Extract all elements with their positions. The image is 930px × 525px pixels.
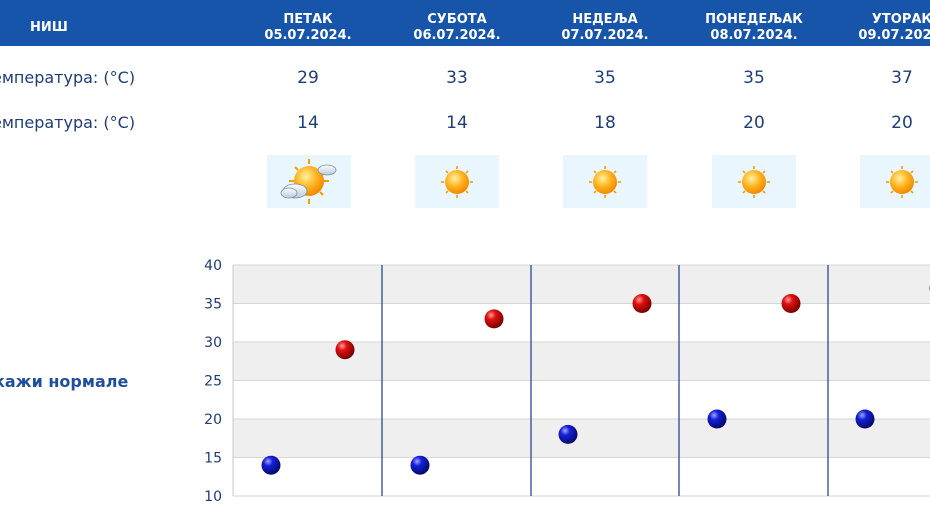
day-date: 07.07.2024. [561, 28, 649, 43]
sun-icon [860, 155, 930, 208]
min-temp-value: 14 [297, 113, 319, 133]
city-name: НИШ [30, 20, 68, 35]
sun-icon [712, 155, 796, 208]
show-normals-link[interactable]: кажи нормале [0, 372, 129, 391]
max-temp-value: 35 [743, 68, 765, 88]
day-date: 08.07.2024. [710, 28, 798, 43]
grid-band [233, 380, 930, 419]
day-header-5: УТОРАК 09.07.2024. [832, 12, 930, 44]
min-temp-point [707, 409, 727, 429]
min-temp-value: 14 [446, 113, 468, 133]
y-tick-label: 10 [204, 489, 222, 505]
temperature-chart: 40 35 30 25 20 15 10 [204, 258, 930, 505]
y-tick-label: 40 [204, 258, 222, 274]
forecast-header: НИШ ПЕТАК 05.07.2024. СУБОТА 06.07.2024.… [0, 0, 930, 46]
min-temp-value: 18 [594, 113, 616, 133]
y-tick-label: 20 [204, 412, 222, 428]
day-date: 06.07.2024. [413, 28, 501, 43]
y-tick-label: 25 [204, 374, 222, 390]
min-temp-point [261, 455, 281, 475]
grid-band [233, 303, 930, 342]
day-header-4: ПОНЕДЕЉАК 08.07.2024. [684, 12, 824, 44]
day-name: НЕДЕЉА [572, 12, 638, 27]
max-temp-point [781, 294, 801, 313]
max-temp-value: 37 [891, 68, 913, 88]
weather-label: : [0, 172, 1, 191]
max-temp-point [484, 309, 504, 329]
day-name: СУБОТА [427, 12, 487, 27]
grid-band [233, 419, 930, 458]
sun-icon [563, 155, 647, 208]
min-temp-point [855, 409, 875, 429]
max-temp-value: 35 [594, 68, 616, 88]
max-temp-point [335, 340, 355, 360]
day-date: 05.07.2024. [264, 28, 352, 43]
day-header-3: НЕДЕЉА 07.07.2024. [535, 12, 675, 44]
min-temp-point [558, 424, 578, 444]
chart-points [261, 285, 930, 475]
min-temp-value: 20 [743, 113, 765, 133]
grid-band [233, 457, 930, 496]
day-date: 09.07.2024. [858, 28, 930, 43]
min-temp-value: 20 [891, 113, 913, 133]
partly-cloudy-sun-icon [267, 155, 351, 208]
max-temp-value: 33 [446, 68, 468, 88]
min-temperature-label: емпература: (°C) [0, 113, 136, 132]
day-header-2: СУБОТА 06.07.2024. [387, 12, 527, 44]
max-temp-point [632, 294, 652, 313]
day-header-1: ПЕТАК 05.07.2024. [238, 12, 378, 44]
sun-icon [415, 155, 499, 208]
chart-grid [232, 264, 930, 497]
day-name: ПОНЕДЕЉАК [705, 12, 803, 27]
grid-band [233, 265, 930, 304]
y-axis-ticks: 40 35 30 25 20 15 10 [204, 258, 222, 505]
y-tick-label: 35 [204, 297, 222, 313]
max-temperature-label: емпература: (°C) [0, 68, 136, 87]
day-dividers [381, 265, 829, 496]
day-name: ПЕТАК [283, 12, 333, 27]
max-temp-value: 29 [297, 68, 319, 88]
y-tick-label: 30 [204, 335, 222, 351]
y-tick-label: 15 [204, 451, 222, 467]
day-name: УТОРАК [871, 12, 930, 27]
min-temp-point [410, 455, 430, 475]
